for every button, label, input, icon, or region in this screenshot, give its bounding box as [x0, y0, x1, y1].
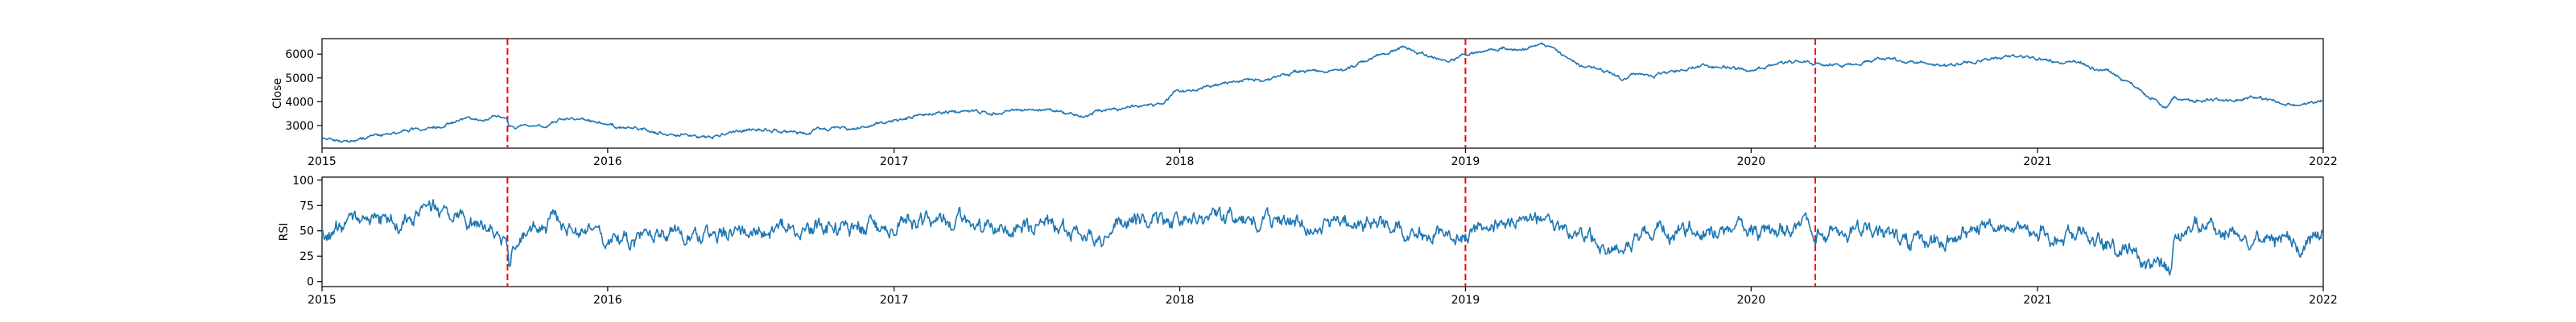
rsi-series-line [321, 199, 2324, 276]
close-x-tick-label: 2022 [2309, 155, 2338, 168]
rsi-x-tick-label: 2021 [2023, 294, 2052, 307]
rsi-x-tick-label: 2016 [593, 294, 622, 307]
rsi-series [321, 199, 2324, 276]
close-series-line [321, 42, 2324, 143]
close-x-tick-label: 2015 [308, 155, 336, 168]
close-y-tick-label: 6000 [285, 48, 314, 61]
close-x-tick-label: 2017 [880, 155, 909, 168]
rsi-ticks: 2015 2016 2017 2018 2019 2020 2021 2022 0 25 50 75 1… [292, 175, 2338, 307]
rsi-y-tick-label: 100 [292, 175, 314, 188]
close-axis-label: Close [271, 78, 284, 109]
rsi-x-tick-label: 2020 [1736, 294, 1765, 307]
close-y-tick-label: 3000 [285, 120, 314, 133]
rsi-x-tick-label: 2015 [308, 294, 336, 307]
rsi-y-tick-label: 25 [299, 250, 314, 263]
rsi-y-tick-label: 50 [299, 225, 314, 238]
rsi-panel: RSI 2015 2016 2017 2018 2019 2020 2021 2022 0 25 5… [278, 175, 2338, 307]
close-ticks: 2015 2016 2017 2018 2019 2020 2021 2022 3000 4000… [285, 48, 2337, 168]
close-x-tick-label: 2020 [1736, 155, 1765, 168]
rsi-x-tick-label: 2017 [880, 294, 909, 307]
rsi-x-tick-label: 2018 [1166, 294, 1195, 307]
rsi-axis-label: RSI [278, 223, 291, 242]
rsi-x-tick-label: 2022 [2309, 294, 2338, 307]
close-event-markers [506, 39, 1817, 148]
close-series [321, 42, 2324, 143]
close-x-tick-label: 2021 [2023, 155, 2052, 168]
rsi-y-tick-label: 75 [299, 200, 314, 213]
close-x-tick-label: 2019 [1451, 155, 1480, 168]
close-x-tick-label: 2016 [593, 155, 622, 168]
close-plot-frame [321, 38, 2324, 149]
rsi-x-tick-label: 2019 [1451, 294, 1480, 307]
rsi-y-tick-label: 0 [307, 276, 314, 289]
close-price-panel: Close 2015 2016 2017 2018 2019 2020 2021 2022 30… [271, 38, 2338, 168]
close-y-tick-label: 4000 [285, 96, 314, 109]
close-x-tick-label: 2018 [1166, 155, 1195, 168]
rsi-event-markers [506, 177, 1817, 287]
close-y-tick-label: 5000 [285, 72, 314, 85]
